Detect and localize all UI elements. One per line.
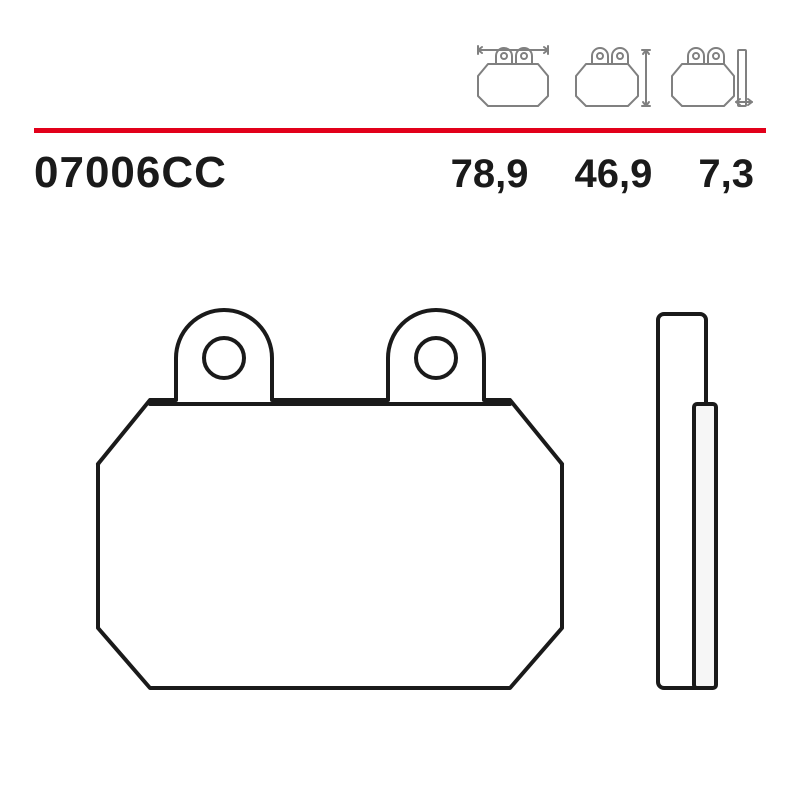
- dimensions-group: 78,9 46,9 7,3: [451, 152, 766, 197]
- mounting-hole-right: [416, 338, 456, 378]
- part-number: 07006CC: [34, 148, 227, 198]
- dimension-height: 46,9: [575, 152, 653, 197]
- technical-drawing: [58, 300, 758, 705]
- pad-backplate-lugs: [98, 310, 562, 464]
- spec-row: 07006CC 78,9 46,9 7,3: [34, 148, 766, 198]
- pad-thickness-icon: [666, 42, 754, 108]
- section-divider: [34, 128, 766, 133]
- pad-side-friction: [694, 404, 716, 688]
- mounting-hole-left: [204, 338, 244, 378]
- dimension-icon-row: [470, 42, 754, 108]
- pad-width-icon: [470, 42, 556, 108]
- product-spec-card: 07006CC 78,9 46,9 7,3: [0, 0, 800, 800]
- dimension-width: 78,9: [451, 152, 529, 197]
- pad-height-icon: [570, 42, 652, 108]
- dimension-thickness: 7,3: [698, 152, 754, 197]
